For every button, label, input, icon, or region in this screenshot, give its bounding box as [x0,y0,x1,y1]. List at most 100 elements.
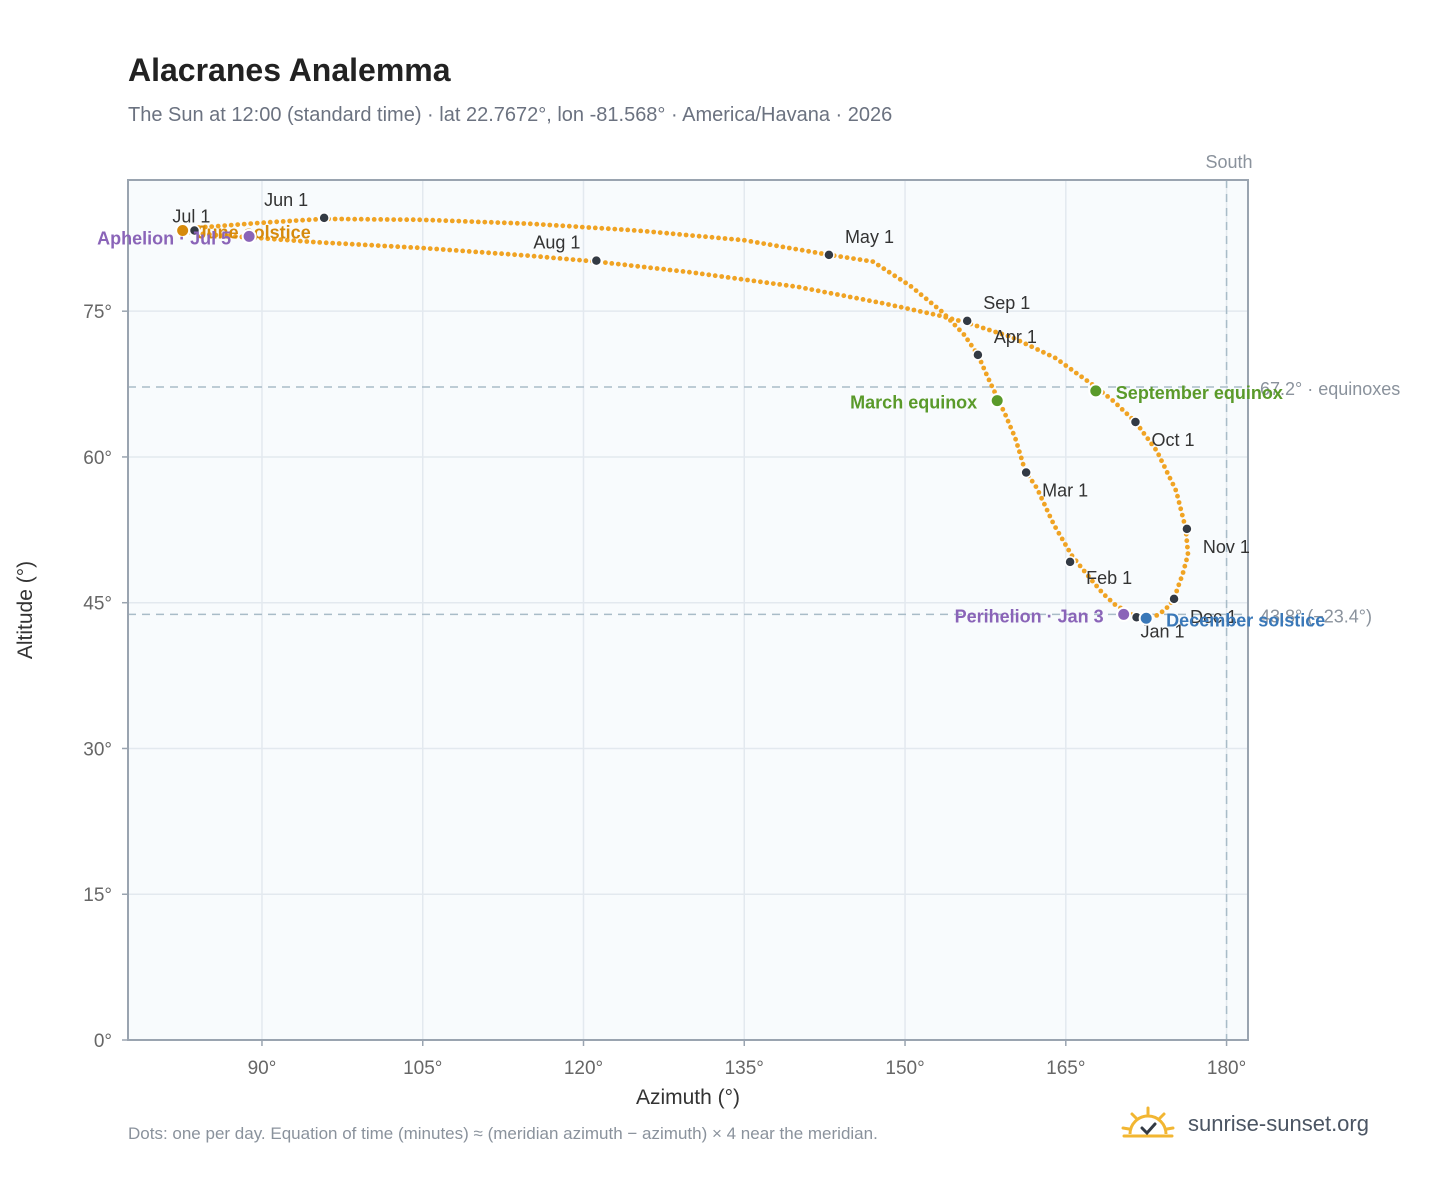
daily-dot [644,229,650,234]
daily-dot [525,253,530,258]
daily-dot [1017,449,1022,455]
daily-dot [1056,530,1062,536]
month-marker-dot [1129,416,1142,428]
daily-dot [1156,452,1162,458]
daily-dot [1182,563,1188,569]
daily-dot [508,220,514,226]
daily-dot [864,258,869,263]
y-tick-label: 30° [83,739,112,760]
daily-dot [1000,406,1006,412]
daily-dot [488,219,494,225]
daily-dot [680,269,686,274]
daily-dot [1174,588,1180,594]
x-tick-label: 135° [725,1058,764,1079]
y-axis-label: Altitude (°) [14,561,37,659]
daily-dot [384,217,390,222]
daily-dot [917,309,923,314]
daily-dot [735,237,741,243]
month-marker-dot [1168,593,1180,605]
daily-dot [330,240,336,246]
brand[interactable]: sunrise-sunset.org [1120,1104,1369,1144]
daily-dot [544,254,550,260]
month-marker-dot [590,254,603,267]
daily-dot [200,231,206,237]
month-marker-dot [823,249,835,261]
daily-dot [1063,542,1068,547]
daily-dot [989,383,995,389]
daily-dot [323,240,329,246]
event-marker-dot [1138,610,1154,626]
month-marker-label: May 1 [845,227,894,247]
footnote: Dots: one per day. Equation of time (min… [128,1124,878,1143]
daily-dot [1010,430,1016,436]
daily-dot [857,257,863,262]
daily-dot [923,296,929,302]
daily-dot [505,251,511,257]
daily-dot [1145,436,1151,442]
month-marker-label: Jan 1 [1141,621,1185,641]
x-tick-label: 180° [1207,1058,1246,1079]
y-axis-ticks: 0° 15° 30° 45° 60° 75° [83,302,128,1052]
daily-dot [1059,536,1065,542]
daily-dot [851,256,856,261]
daily-dot [657,230,663,236]
daily-dot [835,292,840,297]
daily-dot [534,221,540,227]
chart-title: Alacranes Analemma [128,52,451,88]
daily-dot [1162,464,1167,469]
daily-dot [981,365,987,371]
daily-dot [397,217,403,223]
daily-dot [310,239,316,245]
south-label: South [1206,152,1253,172]
daily-dot [628,263,634,268]
daily-dot [391,217,397,223]
daily-dot [911,307,917,313]
daily-dot [651,229,657,235]
daily-dot [938,308,944,314]
daily-dot [677,232,682,237]
daily-dot [241,221,247,227]
daily-dot [1141,431,1147,436]
month-marker-label: Dec 1 [1190,607,1237,627]
daily-dot [1033,484,1039,489]
event-marker-dot [241,228,257,244]
daily-dot [674,268,679,274]
daily-dot [274,219,280,225]
daily-dot [661,266,666,272]
daily-dot [881,266,887,272]
daily-dot [358,216,364,222]
daily-dot [1046,352,1052,358]
daily-dot [577,257,582,263]
month-marker-label: Jun 1 [264,190,308,210]
daily-dot [1124,411,1130,417]
daily-dot [809,287,815,292]
daily-dot [937,313,942,318]
daily-dot [382,243,388,249]
daily-dot [879,300,885,306]
daily-dot [1053,525,1058,530]
daily-dot [1153,446,1158,452]
daily-dot [751,278,757,284]
daily-dot [1154,613,1160,618]
daily-dot [722,236,728,241]
y-tick-label: 15° [83,885,112,906]
y-tick-label: 60° [83,448,112,469]
y-tick-label: 75° [83,302,112,323]
event-marker-label: Perihelion · Jan 3 [955,606,1104,626]
daily-dot [583,258,589,264]
daily-dot [1047,513,1053,519]
daily-dot [1035,347,1040,352]
daily-dot [790,283,795,289]
daily-dot [612,226,618,232]
daily-dot [492,250,498,256]
daily-dot [968,342,974,348]
daily-dot [897,276,903,282]
daily-dot [306,217,312,223]
daily-dot [957,327,962,333]
daily-dot [654,266,660,271]
daily-dot [1039,495,1044,501]
daily-dot [564,256,569,262]
daily-dot [423,217,429,223]
daily-dot [618,227,624,232]
daily-dot [999,331,1005,337]
